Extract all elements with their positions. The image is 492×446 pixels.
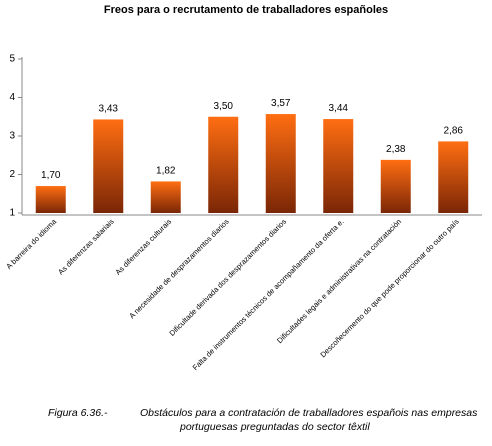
y-tick-label: 5 [9, 54, 15, 65]
chart-title: Freos para o recrutamento de traballador… [104, 4, 388, 16]
bar [438, 141, 469, 213]
value-label: 3,43 [99, 103, 119, 114]
caption-label: Figura 6.36.- [48, 407, 108, 419]
x-tick-label: A necesidade de desprazamentos diarios [127, 217, 231, 321]
bar [323, 119, 354, 213]
caption-line: portuguesas preguntadas do sector têxtil [179, 421, 370, 433]
value-label: 3,57 [271, 98, 291, 109]
value-label: 2,86 [444, 125, 464, 136]
value-label: 3,50 [214, 101, 234, 112]
y-tick-label: 4 [9, 92, 15, 103]
x-tick-label: As diferenzas culturais [113, 217, 173, 277]
bar [93, 119, 124, 213]
x-tick-label: Dificultades legais e administrativas na… [275, 217, 403, 345]
y-tick-label: 2 [9, 169, 15, 180]
x-tick-label: As diferenzas salariais [56, 217, 116, 277]
value-label: 1,70 [41, 170, 61, 181]
bar [208, 116, 239, 213]
value-label: 3,44 [329, 103, 349, 114]
value-label: 1,82 [156, 165, 176, 176]
bar [265, 114, 296, 213]
x-tick-label: Descoñecemento do que pode proporcionar … [318, 217, 460, 359]
x-tick-label: Dificultade derivada dos desprazamentos … [167, 217, 288, 338]
caption-line: Obstáculos para a contratación de trabal… [140, 407, 478, 419]
value-label: 2,38 [386, 144, 406, 155]
y-tick-label: 1 [9, 208, 15, 219]
bar [150, 181, 181, 213]
y-tick-label: 3 [9, 131, 15, 142]
x-tick-label: A barreira do idioma [4, 216, 58, 270]
bar [380, 159, 411, 213]
bar [35, 186, 66, 213]
